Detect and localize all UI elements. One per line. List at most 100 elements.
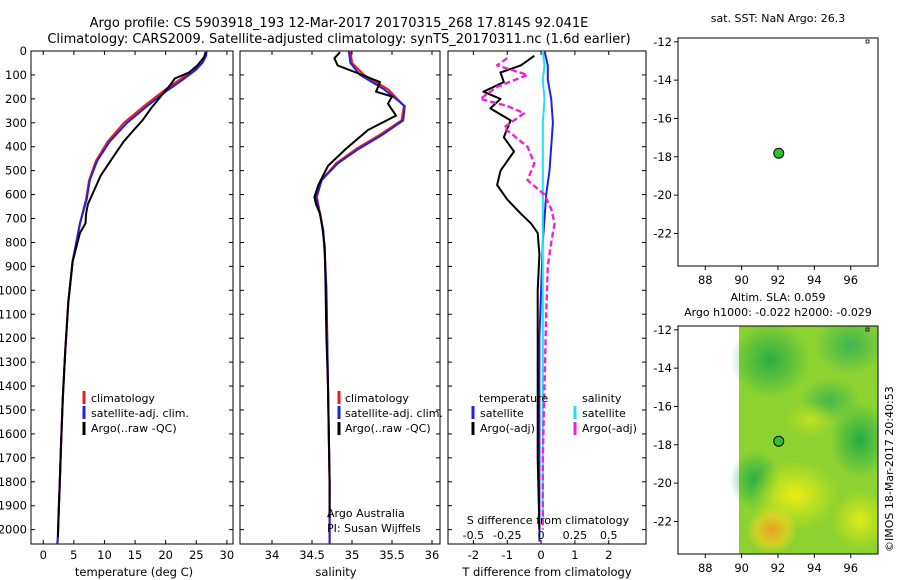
sla-map-xtick-label: 94 [807,561,822,575]
temperature-legend: climatology satellite-adj. clim. Argo(..… [82,391,189,435]
salinity-series-argo-raw-qc [313,51,397,518]
difference-series-salinity-argo-adj [479,57,556,530]
sst-map-xtick-label: 94 [807,273,822,287]
salinity-legend: climatology satellite-adj. clim. Argo(..… [327,391,443,535]
legend-argo-label: Argo(..raw -QC) [345,422,431,435]
salinity-xlabel: salinity [315,565,356,579]
legend-temp-satellite-label: satellite [480,407,524,420]
sst-map-ytick-label: -22 [653,226,672,240]
depth-ytick-label: 400 [5,140,27,154]
sla-map-xtick-label: 96 [843,561,858,575]
salinity-xtick-label: 36 [425,548,440,562]
legend-temperature-title: temperature [479,392,548,405]
temperature-xtick-label: 5 [70,548,77,562]
sla-map-ytick-label: -20 [653,476,672,490]
difference-xtick-label: -1 [501,548,512,562]
difference-xtick-top-label: -0.5 [463,529,484,542]
salinity-xtick-label: 34.5 [299,548,325,562]
depth-ytick-label: 1300 [0,355,27,369]
depth-ytick-label: 1700 [0,451,27,465]
sla-map-ytick-label: -12 [653,323,672,337]
difference-panel-frame [447,50,647,545]
difference-xtick-label: 1 [571,548,578,562]
sst-map-title: sat. SST: NaN Argo: 26.3 [711,12,845,25]
difference-xtick-label: -2 [468,548,479,562]
difference-xtick-top-label: -0.25 [493,529,521,542]
legend-climatology-label: climatology [91,392,155,405]
sla-map-argo-position-marker [773,435,785,447]
difference-legend: temperature salinity satellite Argo(-adj… [471,392,637,435]
depth-ytick-label: 1400 [0,379,27,393]
legend-sal-satellite-label: satellite [582,407,626,420]
difference-xtick-label: 2 [605,548,612,562]
sst-map-ytick-label: -18 [653,150,672,164]
sla-map-ytick-label: -22 [653,514,672,528]
legend-satellite-label: satellite-adj. clim. [345,407,443,420]
depth-ytick-label: 0 [20,44,27,58]
temperature-xtick-label: 15 [128,548,143,562]
sla-map-subtitle: Argo h1000: -0.022 h2000: -0.029 [684,306,872,319]
depth-ytick-label: 1900 [0,499,27,513]
temperature-xtick-label: 0 [40,548,47,562]
sst-map-ytick-label: -20 [653,188,672,202]
temperature-xtick-label: 30 [220,548,235,562]
depth-ytick-label: 200 [5,92,27,106]
salinity-xtick-label: 35 [345,548,360,562]
difference-xtick-top-label: 0 [538,529,545,542]
depth-ytick-label: 1500 [0,403,27,417]
depth-ytick-label: 1100 [0,307,27,321]
temperature-xlabel: temperature (deg C) [75,565,193,579]
temperature-series-argo-raw-qc [56,51,207,537]
difference-series-temperature-satellite [538,51,554,542]
depth-ytick-label: 1200 [0,331,27,345]
depth-ytick-label: 900 [5,259,27,273]
legend-sal-argo-label: Argo(-adj) [582,422,637,435]
difference-xlabel-top: S difference from climatology [467,514,630,527]
legend-satellite-label: satellite-adj. clim. [91,407,189,420]
sst-map-xtick-label: 92 [771,273,786,287]
difference-xtick-top-label: 0.25 [563,529,588,542]
imos-timestamp: ©IMOS 18-Mar-2017 20:40:53 [883,386,896,552]
depth-ytick-label: 500 [5,164,27,178]
sst-map-xtick-label: 96 [843,273,858,287]
figure-title-line1: Argo profile: CS 5903918_193 12-Mar-2017… [90,16,589,31]
annotation-argo-australia: Argo Australia [327,507,405,520]
depth-ytick-label: 1600 [0,427,27,441]
depth-ytick-label: 700 [5,212,27,226]
salinity-panel-frame [239,50,441,545]
sla-map-corner-marker [865,327,870,332]
temperature-panel-frame [30,50,234,545]
difference-series-salinity-satellite [541,51,546,518]
depth-ytick-label: 1800 [0,475,27,489]
legend-climatology-label: climatology [345,392,409,405]
legend-temp-argo-label: Argo(-adj) [480,422,535,435]
sst-map-xtick-label: 88 [698,273,713,287]
sla-map-xtick-label: 90 [734,561,749,575]
legend-argo-label: Argo(..raw -QC) [91,422,177,435]
depth-ytick-label: 800 [5,235,27,249]
sst-map-ytick-label: -16 [653,111,672,125]
sst-map-argo-position-marker [773,147,785,159]
temperature-xtick-label: 20 [158,548,173,562]
sla-map-title: Altim. SLA: 0.059 [730,291,825,304]
difference-series-temperature-argo-adj [482,54,541,530]
sla-map-ytick-label: -18 [653,438,672,452]
depth-ytick-label: 300 [5,116,27,130]
sla-map-ytick-label: -14 [653,361,672,375]
sla-heatmap [730,326,878,554]
sst-map-xtick-label: 90 [734,273,749,287]
difference-xtick-top-label: 0.5 [600,529,618,542]
legend-salinity-title: salinity [582,392,622,405]
temperature-series-climatology [56,51,208,544]
difference-xlabel: T difference from climatology [461,565,632,579]
sla-map-xtick-label: 92 [771,561,786,575]
depth-ytick-label: 1000 [0,283,27,297]
sst-map-ytick-label: -12 [653,35,672,49]
annotation-pi-name: PI: Susan Wijffels [327,522,421,535]
salinity-xtick-label: 35.5 [379,548,405,562]
depth-ytick-label: 100 [5,68,27,82]
salinity-xtick-label: 34 [265,548,280,562]
depth-ytick-label: 600 [5,188,27,202]
sla-map-ytick-label: -16 [653,399,672,413]
temperature-xtick-label: 25 [189,548,204,562]
